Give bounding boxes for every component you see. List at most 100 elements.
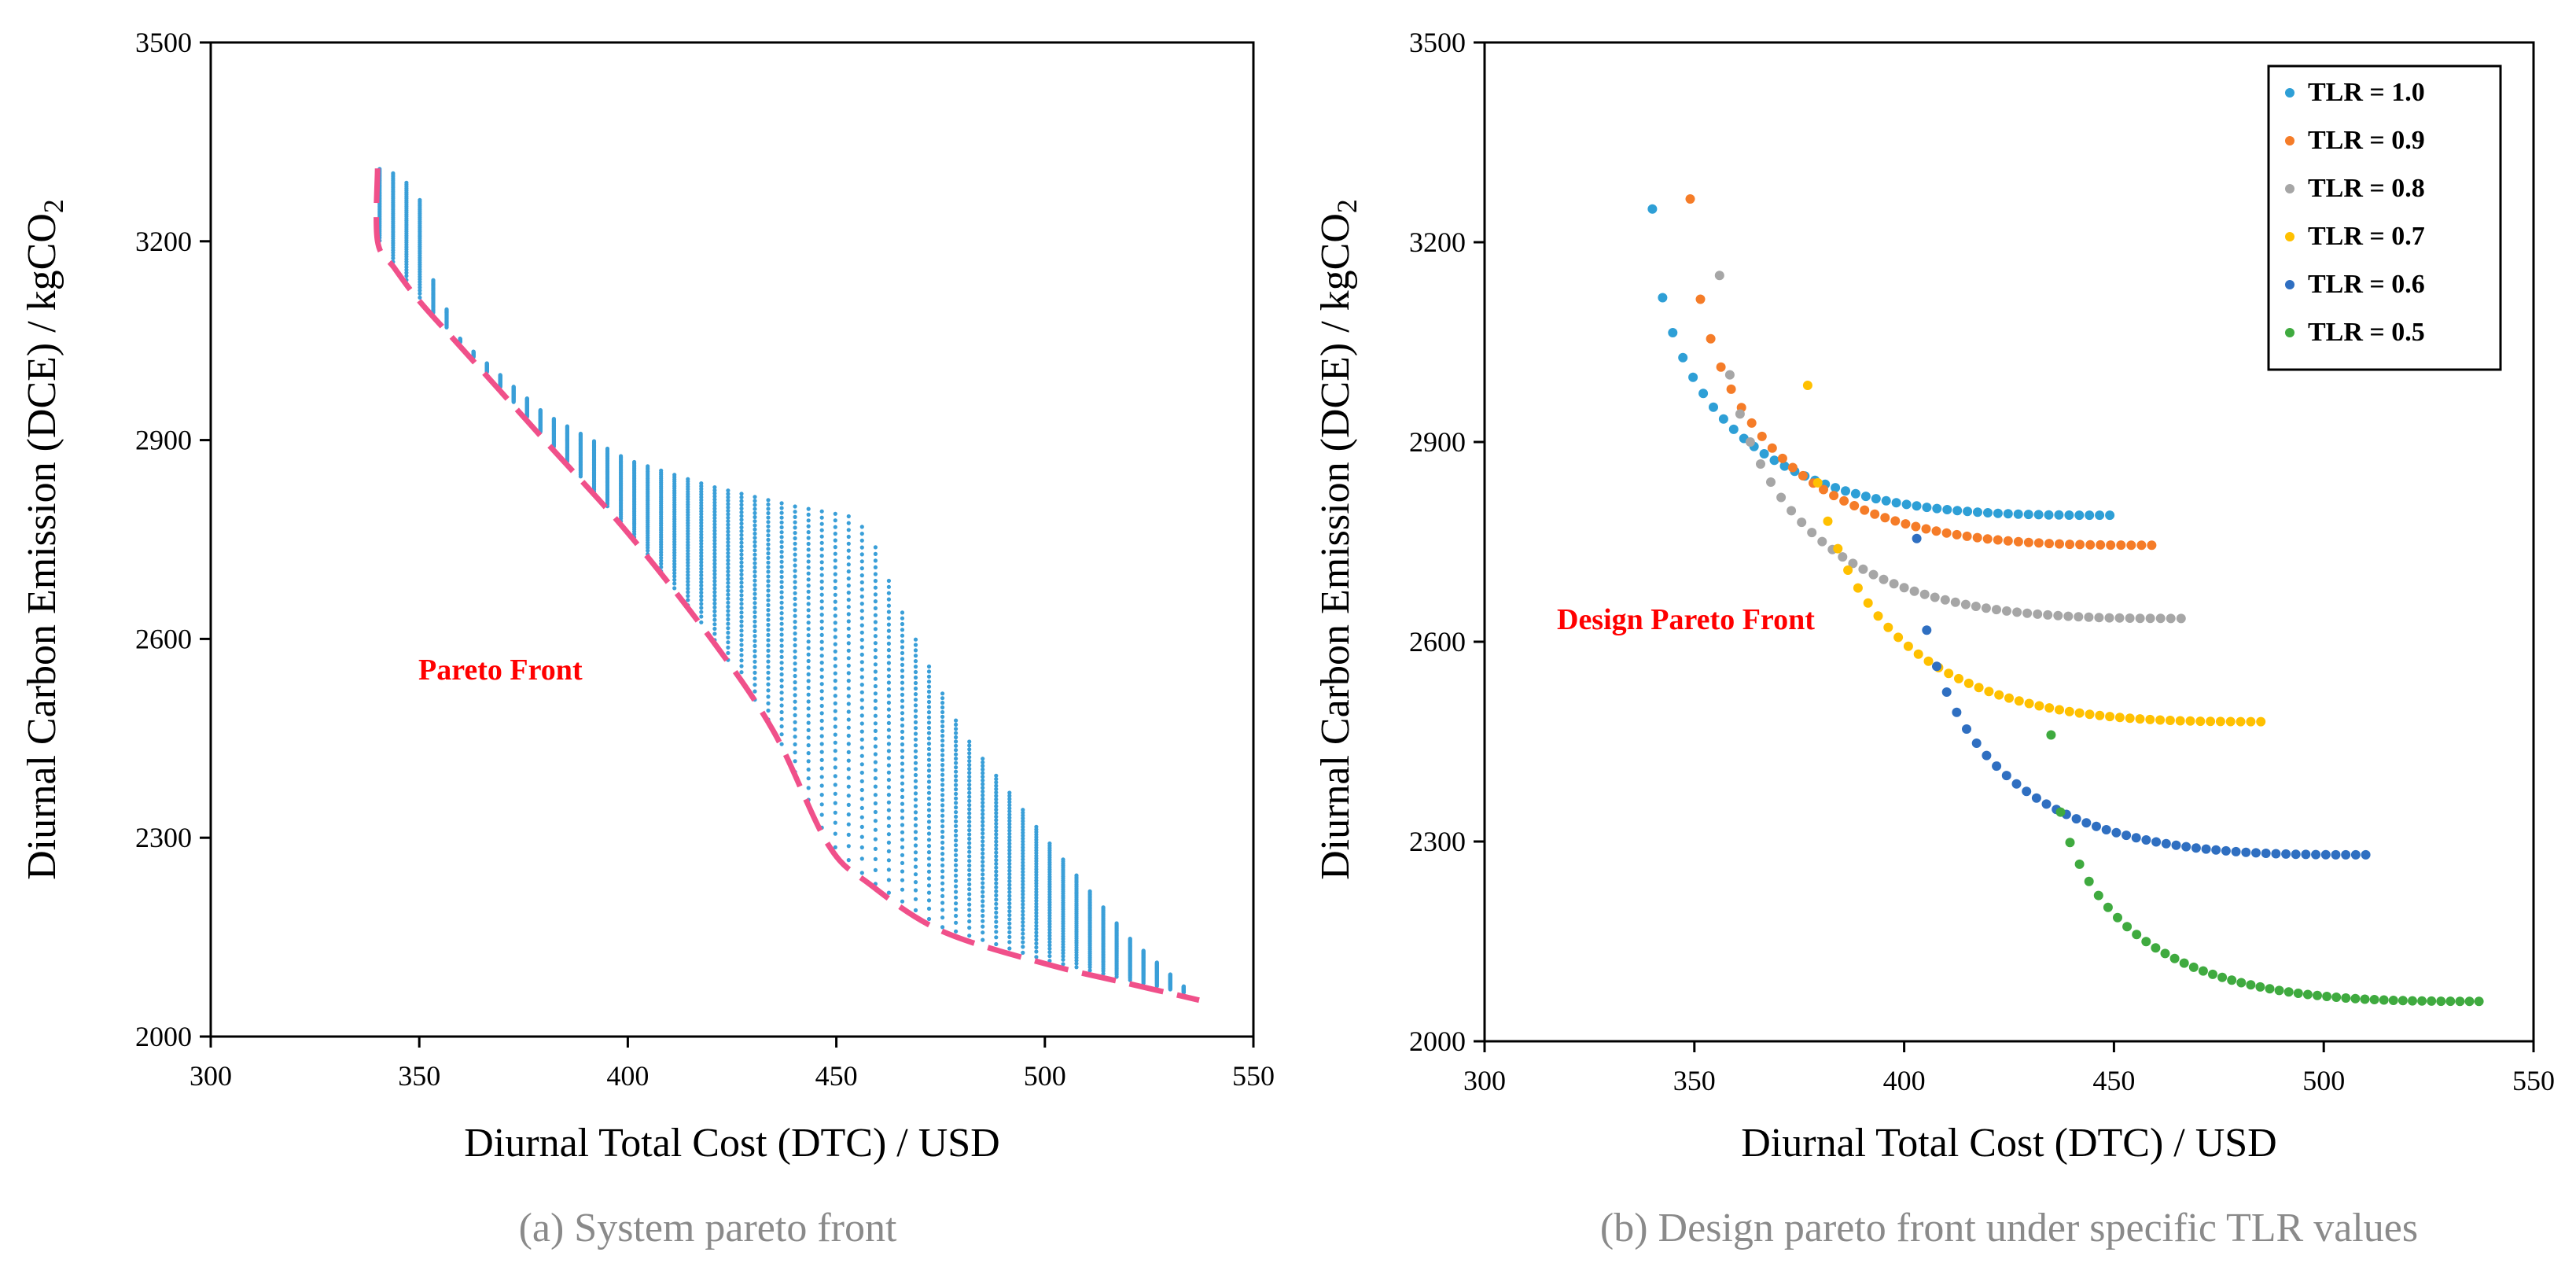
solution-point (940, 709, 945, 715)
legend-label: TLR = 0.5 (2308, 318, 2425, 347)
solution-point (926, 710, 932, 715)
series-point (1688, 372, 1698, 382)
solution-point (967, 913, 972, 918)
solution-point (404, 271, 409, 275)
solution-point (793, 720, 797, 724)
solution-point (886, 849, 891, 853)
series-point (2085, 540, 2096, 550)
solution-point (846, 619, 851, 624)
solution-point (1021, 879, 1025, 884)
solution-point (900, 668, 905, 673)
solution-point (806, 735, 811, 740)
solution-point (994, 850, 999, 855)
solution-point (766, 584, 771, 588)
solution-point (686, 576, 690, 580)
solution-point (967, 743, 972, 748)
solution-point (846, 548, 851, 553)
solution-point (873, 572, 878, 576)
solution-point (886, 707, 891, 712)
solution-point (712, 632, 717, 636)
solution-point (632, 459, 637, 465)
solution-point (726, 626, 730, 631)
solution-point (806, 536, 811, 540)
series-point (2311, 849, 2321, 860)
solution-point (926, 669, 932, 674)
solution-point (833, 606, 837, 611)
solution-point (1007, 905, 1012, 910)
solution-point (886, 714, 891, 719)
solution-point (806, 672, 811, 677)
solution-point (833, 757, 837, 761)
solution-point (712, 626, 717, 632)
series-point (1802, 381, 1812, 390)
solution-point (967, 794, 972, 799)
solution-point (779, 590, 784, 595)
series-point (1746, 418, 1757, 428)
solution-point (766, 498, 771, 503)
solution-point (994, 881, 999, 886)
solution-point (712, 513, 717, 517)
solution-point (793, 693, 797, 698)
solution-point (739, 548, 744, 553)
solution-point (1021, 882, 1025, 887)
solution-point (699, 536, 704, 540)
solution-point (806, 767, 811, 772)
solution-point (779, 580, 784, 584)
panel-b: 300 350 400 450 500 550 200023002600290032003… (1313, 27, 2555, 1250)
solution-point (913, 643, 918, 647)
solution-point (699, 544, 704, 549)
solution-point (1074, 965, 1079, 970)
solution-point (859, 660, 864, 665)
solution-point (1007, 926, 1012, 930)
solution-point (926, 774, 932, 779)
solution-point (940, 875, 945, 879)
series-point (1879, 574, 1889, 584)
solution-point (859, 690, 864, 694)
solution-point (1007, 842, 1012, 846)
series-10 (1647, 204, 2115, 521)
series-point (2161, 838, 2171, 849)
solution-point (859, 787, 864, 793)
series-point (2251, 848, 2261, 858)
series-point (2265, 984, 2275, 994)
solution-point (913, 830, 918, 834)
solution-point (793, 620, 797, 624)
solution-point (1021, 819, 1025, 823)
solution-point (833, 831, 837, 836)
solution-point (793, 504, 797, 509)
solution-point (940, 915, 945, 920)
series-point (2198, 966, 2208, 976)
solution-point (926, 699, 932, 705)
solution-point (833, 579, 837, 584)
solution-point (954, 889, 959, 894)
solution-point (779, 643, 784, 648)
solution-point (913, 843, 918, 848)
solution-point (712, 569, 717, 573)
series-point (1797, 517, 1807, 528)
solution-point (699, 512, 704, 517)
solution-point (926, 785, 932, 790)
solution-point (806, 621, 811, 625)
solution-point (699, 503, 704, 508)
solution-point (806, 541, 811, 547)
solution-point (981, 872, 985, 877)
series-point (1909, 586, 1919, 596)
series-point (2206, 716, 2216, 727)
solution-point (1034, 926, 1039, 931)
solution-point (994, 839, 999, 844)
solution-point (940, 824, 945, 829)
solution-point (940, 714, 945, 720)
solution-point (712, 605, 717, 610)
solution-point (940, 808, 945, 813)
solution-point (806, 658, 811, 664)
solution-point (766, 579, 771, 584)
series-point (2085, 709, 2095, 720)
solution-point (954, 929, 959, 934)
solution-point (900, 639, 905, 644)
solution-point (739, 670, 744, 675)
solution-point (873, 819, 878, 823)
series-point (1714, 271, 1724, 281)
solution-point (712, 532, 717, 536)
solution-point (418, 291, 422, 296)
solution-point (926, 876, 932, 881)
